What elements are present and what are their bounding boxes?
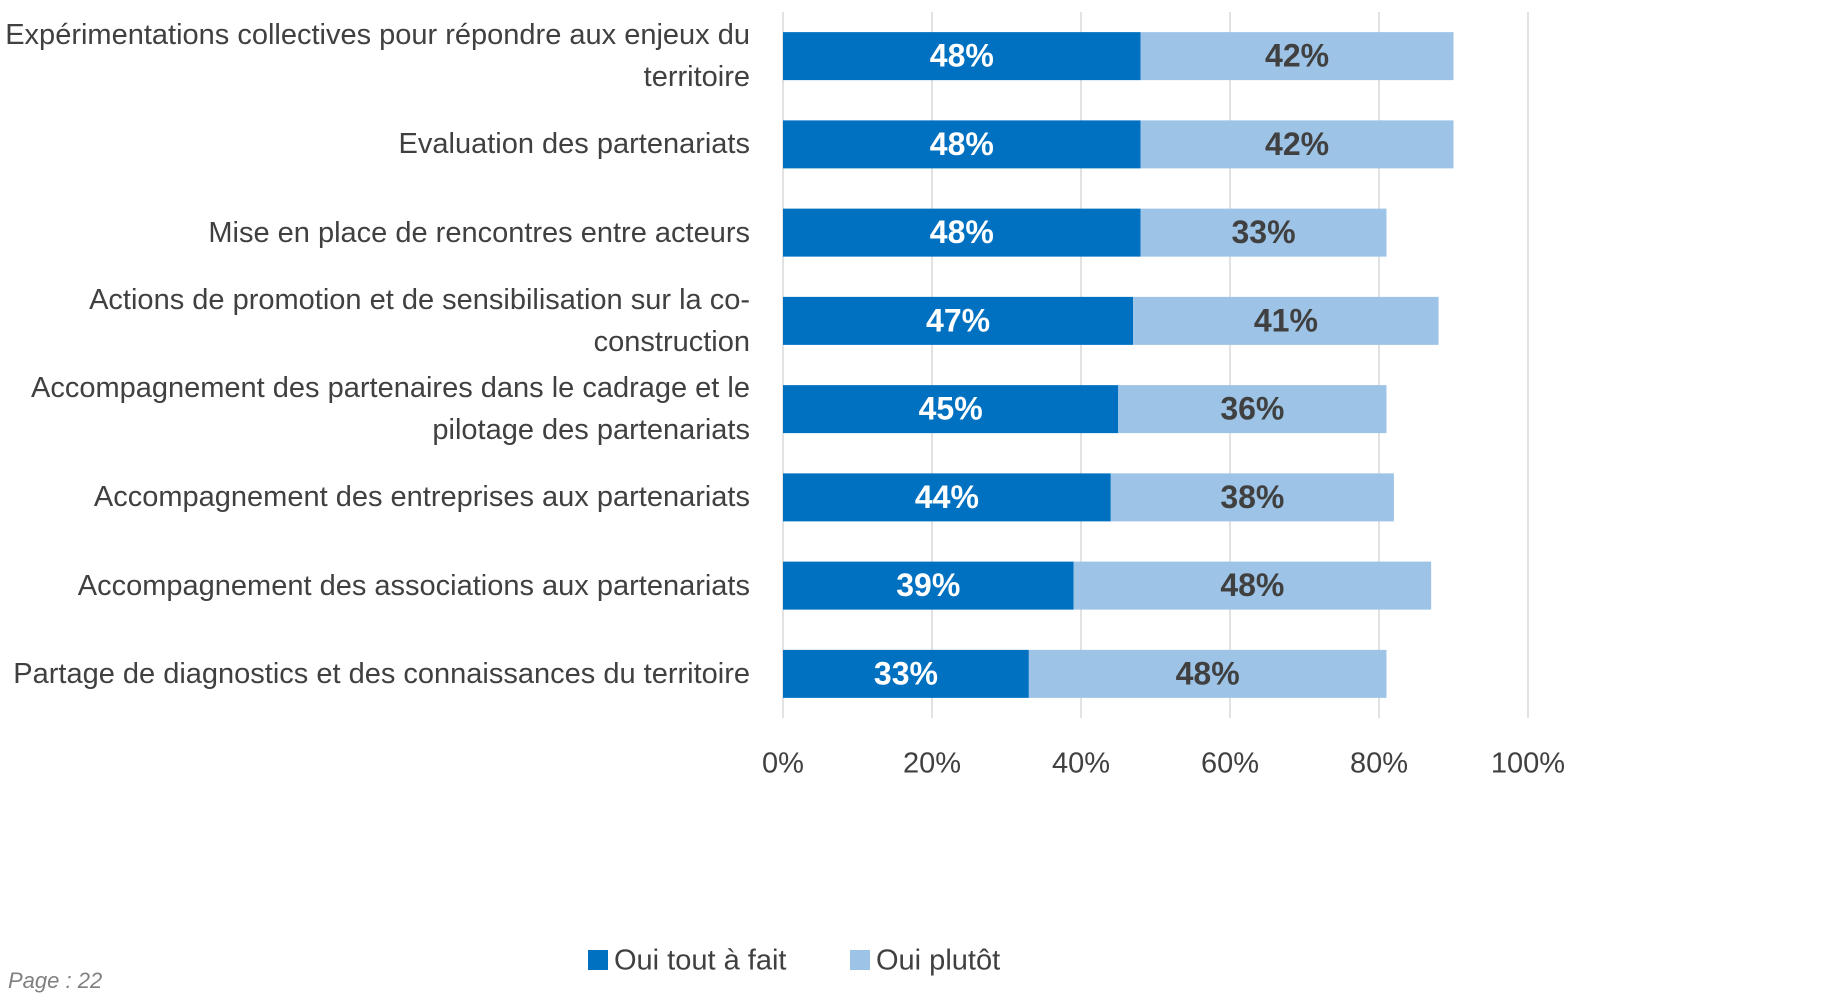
data-label: 42% — [1265, 126, 1329, 162]
bar-segment — [1073, 561, 1432, 610]
bar-segment — [783, 649, 1029, 698]
data-label: 48% — [930, 38, 994, 74]
x-tick-label: 20% — [903, 748, 961, 780]
data-label: 42% — [1265, 38, 1329, 74]
x-tick-label: 60% — [1201, 748, 1259, 780]
category-label: Actions de promotion et de sensibilisati… — [89, 283, 750, 358]
data-label: 41% — [1254, 302, 1318, 338]
category-label: Evaluation des partenariats — [398, 128, 750, 161]
bar-segment — [1140, 32, 1454, 81]
data-label: 33% — [1232, 214, 1296, 250]
category-label: Mise en place de rencontres entre acteur… — [208, 216, 750, 249]
bar-segment — [783, 296, 1134, 345]
bar-segment — [783, 561, 1074, 610]
x-tick-label: 0% — [762, 748, 804, 780]
data-label: 48% — [930, 214, 994, 250]
bar-segment — [1140, 120, 1454, 169]
data-label: 48% — [1176, 655, 1240, 691]
bar-segment — [1110, 473, 1394, 522]
bar-segment — [783, 473, 1111, 522]
bar-segment — [783, 208, 1141, 257]
data-label: 45% — [919, 391, 983, 427]
category-label: Accompagnement des entreprises aux parte… — [93, 481, 750, 514]
bar-segment — [783, 32, 1141, 81]
data-label: 47% — [926, 302, 990, 338]
bar-segment — [1140, 208, 1387, 257]
x-tick-label: 100% — [1491, 748, 1565, 780]
legend-swatch — [588, 950, 608, 970]
legend-swatch — [850, 950, 870, 970]
bar-segment — [783, 385, 1119, 434]
data-label: 44% — [915, 479, 979, 515]
x-tick-label: 40% — [1052, 748, 1110, 780]
bar-segment — [1133, 296, 1439, 345]
category-label: Expérimentations collectives pour répond… — [5, 19, 750, 94]
x-tick-label: 80% — [1350, 748, 1408, 780]
data-label: 48% — [930, 126, 994, 162]
data-label: 36% — [1220, 391, 1284, 427]
data-label: 48% — [1220, 567, 1284, 603]
data-label: 39% — [896, 567, 960, 603]
legend-label: Oui plutôt — [876, 945, 1000, 977]
data-label: 38% — [1220, 479, 1284, 515]
bar-segment — [1118, 385, 1387, 434]
category-label: Partage de diagnostics et des connaissan… — [13, 657, 750, 690]
page-footer: Page : 22 — [8, 968, 103, 993]
bar-segment — [783, 120, 1141, 169]
category-label: Accompagnement des associations aux part… — [77, 569, 750, 602]
category-label: Accompagnement des partenaires dans le c… — [31, 372, 750, 447]
data-label: 33% — [874, 655, 938, 691]
bar-segment — [1028, 649, 1387, 698]
legend-label: Oui tout à fait — [614, 945, 787, 977]
